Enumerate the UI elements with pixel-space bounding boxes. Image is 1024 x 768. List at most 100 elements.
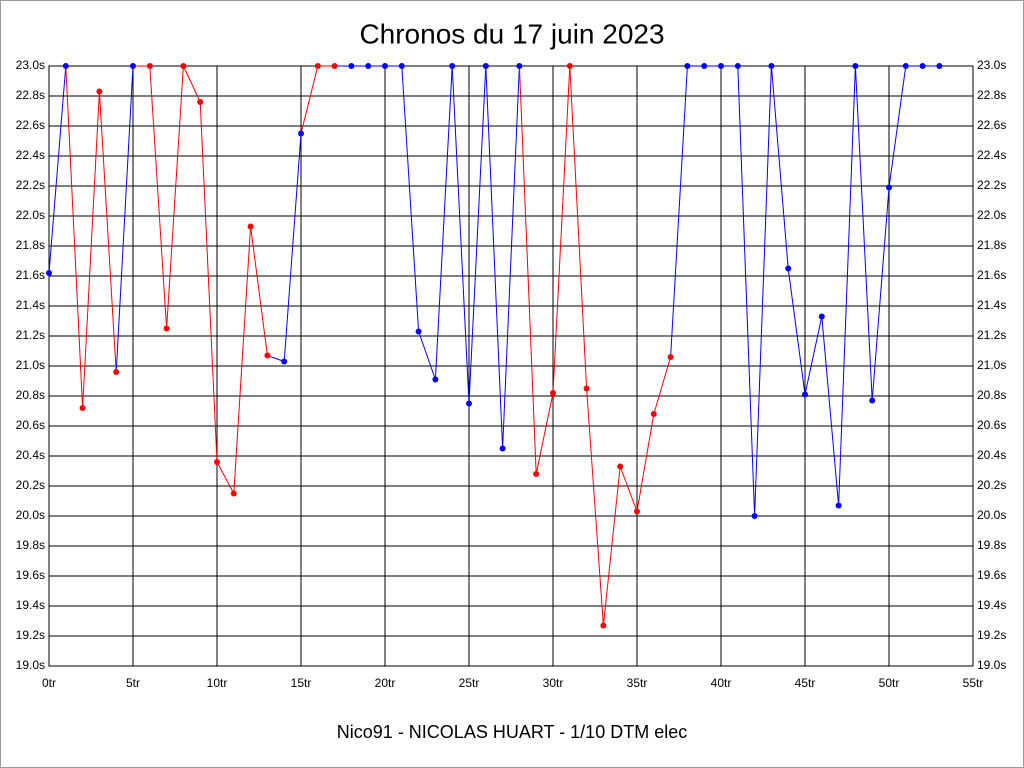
segment — [770, 65, 789, 269]
segment — [670, 65, 688, 358]
point — [298, 130, 304, 137]
x-tick-label: 5tr — [126, 676, 140, 690]
point — [482, 63, 489, 69]
segment — [199, 101, 218, 463]
segment — [518, 65, 537, 475]
y-tick-label: 22.4s — [16, 148, 45, 162]
segment — [418, 331, 436, 380]
y-tick-label-right: 19.6s — [977, 568, 1006, 582]
segment — [434, 65, 453, 380]
segment — [653, 356, 672, 415]
y-tick-label: 19.0s — [16, 658, 45, 672]
y-tick-label-right: 19.8s — [977, 538, 1006, 552]
point — [550, 390, 556, 396]
segment — [485, 65, 504, 449]
point — [247, 223, 254, 230]
point — [566, 63, 573, 69]
segment — [838, 65, 856, 506]
point — [818, 313, 825, 320]
plot-border — [48, 65, 974, 667]
y-tick-label: 22.6s — [16, 118, 45, 132]
y-tick-label-right: 19.4s — [977, 598, 1006, 612]
y-tick-label: 22.0s — [16, 208, 45, 222]
point — [768, 63, 775, 69]
point — [466, 400, 472, 407]
segment — [754, 65, 772, 517]
y-tick-label-right: 21.8s — [977, 238, 1006, 252]
point — [130, 63, 136, 69]
point — [902, 63, 909, 69]
segment — [737, 65, 756, 517]
y-tick-label-right: 21.4s — [977, 298, 1006, 312]
y-tick-label-right: 22.6s — [977, 118, 1006, 132]
segment — [854, 65, 873, 401]
y-tick-label-right: 23.0s — [977, 58, 1006, 72]
point — [230, 490, 237, 497]
chart-footer: Nico91 - NICOLAS HUART - 1/10 DTM elec — [337, 722, 687, 742]
point — [331, 63, 338, 69]
segment — [48, 65, 67, 274]
x-tick-label: 35tr — [627, 676, 648, 690]
point — [449, 63, 456, 69]
point — [835, 502, 842, 509]
point — [583, 385, 590, 392]
point — [734, 63, 741, 69]
y-tick-label-right: 22.2s — [977, 178, 1006, 192]
point — [180, 63, 187, 69]
point — [701, 63, 708, 69]
point — [667, 354, 674, 360]
y-tick-label: 20.2s — [16, 478, 45, 492]
point — [398, 63, 405, 69]
y-tick-label: 20.6s — [16, 418, 45, 432]
point — [533, 471, 540, 477]
point — [617, 463, 624, 470]
y-tick-label: 19.8s — [16, 538, 45, 552]
point — [197, 99, 204, 105]
segment — [98, 91, 117, 373]
y-tick-label-right: 21.6s — [977, 268, 1006, 282]
y-tick-label: 21.2s — [16, 328, 45, 342]
segment — [602, 466, 621, 626]
y-tick-label-right: 21.2s — [977, 328, 1006, 342]
point — [684, 63, 691, 69]
segment — [233, 226, 252, 494]
point — [785, 265, 792, 272]
y-tick-label: 21.6s — [16, 268, 45, 282]
point — [499, 445, 506, 452]
point — [348, 63, 355, 69]
x-tick-label: 30tr — [543, 676, 564, 690]
segment — [569, 65, 588, 389]
segment — [586, 388, 604, 626]
y-tick-label-right: 22.0s — [977, 208, 1006, 222]
x-tick-label: 25tr — [459, 676, 480, 690]
segment — [468, 65, 487, 404]
segment — [535, 392, 554, 475]
y-tick-label: 19.2s — [16, 628, 45, 642]
y-tick-label: 20.0s — [16, 508, 45, 522]
y-tick-label: 19.6s — [16, 568, 45, 582]
segment — [250, 226, 268, 356]
y-tick-label: 20.4s — [16, 448, 45, 462]
y-tick-label-right: 19.0s — [977, 658, 1006, 672]
y-tick-label: 21.4s — [16, 298, 45, 312]
x-tick-label: 0tr — [42, 676, 56, 690]
x-tick-label: 45tr — [795, 676, 816, 690]
y-tick-label: 21.0s — [16, 358, 45, 372]
x-tick-label: 20tr — [375, 676, 396, 690]
point — [600, 622, 607, 629]
y-tick-label: 23.0s — [16, 58, 45, 72]
point — [802, 391, 808, 398]
x-tick-label: 50tr — [879, 676, 900, 690]
chart-title: Chronos du 17 juin 2023 — [359, 18, 664, 49]
y-tick-label-right: 19.2s — [977, 628, 1006, 642]
segment — [283, 133, 302, 362]
point — [113, 369, 120, 375]
y-tick-label: 21.8s — [16, 238, 45, 252]
y-tick-label-right: 20.4s — [977, 448, 1006, 462]
point — [919, 63, 926, 69]
segment — [216, 461, 235, 494]
point — [432, 376, 439, 383]
